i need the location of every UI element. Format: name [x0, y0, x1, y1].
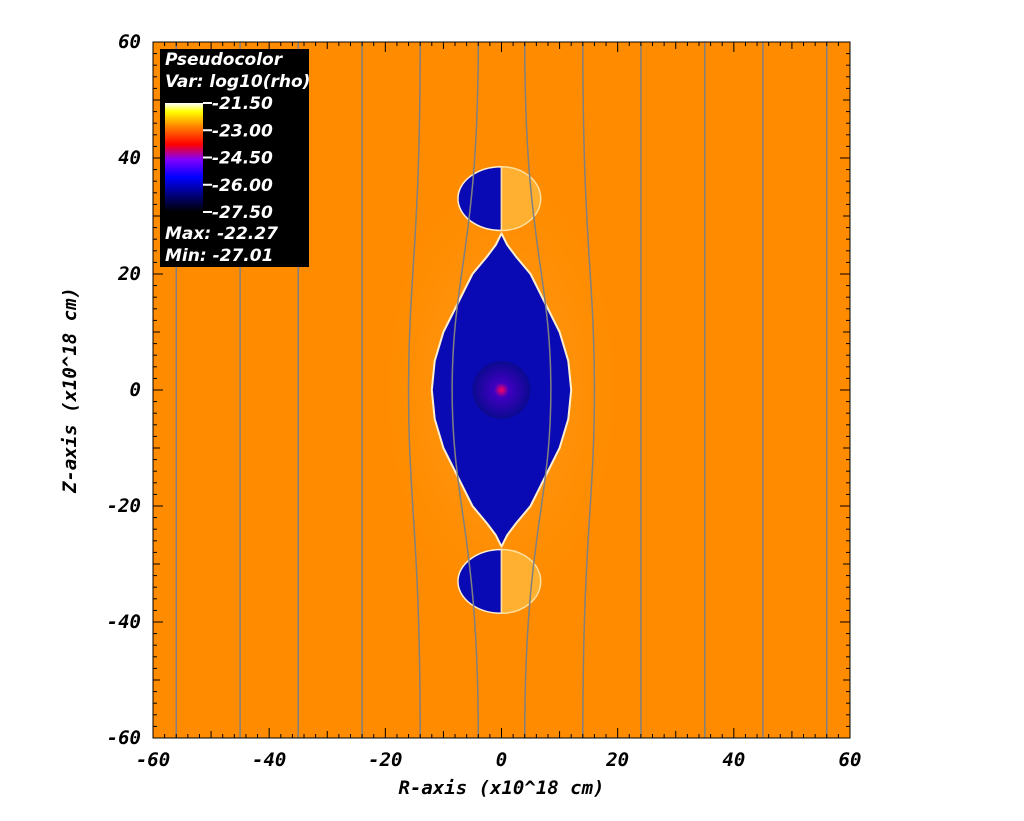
y-tick-label: -20 — [107, 495, 141, 517]
y-tick-label: 20 — [117, 263, 141, 285]
legend: Pseudocolor Var: log10(rho) -21.50 -23.00… — [160, 49, 310, 267]
x-tick-label: 0 — [496, 749, 507, 771]
x-tick-label: -20 — [368, 749, 402, 771]
density-heatmap — [373, 158, 630, 622]
y-tick-label: 0 — [130, 379, 141, 401]
field-line-6 — [523, 42, 552, 738]
x-tick-label: -40 — [252, 749, 286, 771]
legend-max: Max: -22.27 — [165, 224, 278, 244]
x-tick-label: 20 — [605, 749, 629, 771]
x-axis-title: R-axis (x10^18 cm) — [399, 777, 605, 799]
y-axis: -60 -40 -20 0 20 40 60 — [107, 31, 850, 749]
legend-title: Pseudocolor — [165, 50, 284, 70]
colorbar-label: -24.50 — [212, 149, 273, 169]
y-tick-label: -40 — [107, 611, 141, 633]
x-axis: -60 -40 -20 0 20 40 60 — [136, 42, 862, 771]
x-tick-label: 40 — [722, 749, 745, 771]
legend-min: Min: -27.01 — [165, 246, 273, 266]
colorbar-label: -27.50 — [212, 203, 273, 223]
colorbar — [165, 103, 203, 212]
field-line-4 — [407, 42, 421, 738]
y-tick-label: -60 — [107, 727, 141, 749]
colorbar-labels: -21.50 -23.00 -24.50 -26.00 -27.50 — [203, 94, 273, 223]
y-axis-title: Z-axis (x10^18 cm) — [59, 287, 81, 494]
field-line-5 — [451, 42, 480, 738]
colorbar-label: -21.50 — [212, 94, 273, 114]
field-line-7 — [582, 42, 596, 738]
x-tick-label: 60 — [839, 749, 862, 771]
colorbar-label: -26.00 — [212, 176, 273, 196]
y-tick-label: 60 — [118, 31, 141, 53]
x-tick-label: -60 — [136, 749, 170, 771]
legend-variable: Var: log10(rho) — [165, 72, 310, 92]
y-tick-label: 40 — [118, 147, 141, 169]
colorbar-label: -23.00 — [212, 121, 273, 141]
central-source — [472, 360, 531, 420]
